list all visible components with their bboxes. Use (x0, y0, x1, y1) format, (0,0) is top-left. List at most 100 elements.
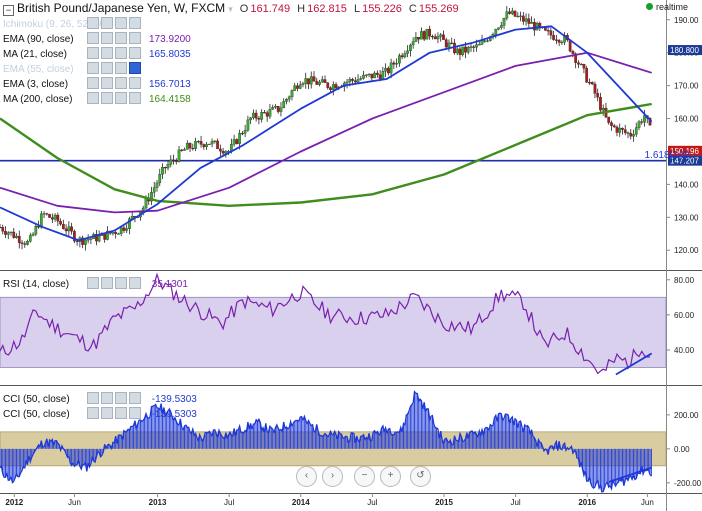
cci-legend-label: CCI (50, close) (3, 409, 70, 420)
settings-icon[interactable] (101, 32, 113, 44)
candle-body (252, 112, 255, 118)
scroll-right-button[interactable]: › (322, 466, 343, 487)
status-dot-icon (645, 3, 653, 10)
candle-body (425, 28, 429, 40)
close-label: C (408, 3, 417, 15)
candle-body (439, 34, 443, 37)
indicator-legend-label: EMA (90, close) (3, 34, 74, 45)
candle-body (45, 213, 49, 215)
reset-view-button[interactable]: ↺ (410, 466, 431, 487)
indicator-legend[interactable]: Ichimoku (9, 26, 52, 26) (3, 17, 149, 31)
candle-body (458, 48, 462, 55)
candle-body (180, 149, 184, 151)
indicator-legend[interactable]: MA (200, close) 164.4158 (3, 92, 191, 106)
eye-icon[interactable] (87, 77, 99, 89)
chart-header: − British Pound/Japanese Yen, W, FXCM ▾ O… (3, 1, 459, 16)
candle-body (249, 117, 252, 121)
settings-icon[interactable] (101, 77, 113, 89)
settings-icon[interactable] (101, 392, 113, 404)
candle-body (1, 227, 5, 232)
lock-icon[interactable] (115, 62, 127, 74)
close-icon[interactable] (129, 32, 141, 44)
candle-body (296, 85, 299, 89)
eye-icon[interactable] (87, 392, 99, 404)
eye-icon[interactable] (87, 92, 99, 104)
candle-body (128, 218, 131, 229)
candle-body (621, 127, 624, 130)
candle-body (12, 231, 16, 238)
candle-body (75, 240, 79, 242)
candle-body (155, 182, 159, 188)
close-icon[interactable] (129, 407, 141, 419)
candle-body (475, 44, 478, 48)
settings-icon[interactable] (101, 277, 113, 289)
candle-body (442, 34, 445, 40)
cci-legend-2[interactable]: CCI (50, close) -139.5303 (3, 407, 197, 421)
settings-icon[interactable] (101, 92, 113, 104)
eye-icon[interactable] (87, 47, 99, 59)
candle-body (345, 81, 349, 84)
lock-icon[interactable] (115, 77, 127, 89)
candle-body (298, 84, 302, 89)
collapse-icon[interactable]: − (3, 5, 14, 16)
rsi-band (0, 296, 667, 368)
eye-icon[interactable] (87, 277, 99, 289)
settings-icon[interactable] (101, 407, 113, 419)
candle-body (17, 235, 21, 243)
candle-body (117, 233, 120, 235)
lock-icon[interactable] (115, 32, 127, 44)
close-icon[interactable] (129, 277, 141, 289)
candle-body (331, 84, 335, 90)
settings-icon[interactable] (101, 62, 113, 74)
candle-body (629, 133, 633, 137)
y-tick-label: 130.00 (674, 213, 699, 222)
close-icon[interactable] (129, 392, 141, 404)
zoom-in-button[interactable]: + (380, 466, 401, 487)
candle-body (599, 97, 602, 111)
candle-body (290, 90, 294, 98)
eye-icon[interactable] (87, 17, 99, 29)
close-icon[interactable] (129, 92, 141, 104)
eye-icon[interactable] (87, 32, 99, 44)
candle-body (202, 144, 206, 148)
zoom-out-button[interactable]: − (354, 466, 375, 487)
indicator-legend[interactable]: EMA (55, close) (3, 62, 149, 76)
candle-body (323, 79, 327, 83)
candle-body (221, 150, 225, 154)
rsi-legend[interactable]: RSI (14, close) 35.1301 (3, 277, 188, 291)
y-tick-label: 60.00 (674, 311, 695, 320)
indicator-legend[interactable]: EMA (90, close) 173.9200 (3, 32, 191, 46)
candle-body (34, 225, 38, 235)
close-icon[interactable] (129, 17, 141, 29)
close-icon[interactable] (129, 47, 141, 59)
close-icon[interactable] (129, 77, 141, 89)
lock-icon[interactable] (115, 392, 127, 404)
settings-icon[interactable] (101, 47, 113, 59)
indicator-legend[interactable]: EMA (3, close) 156.7013 (3, 77, 191, 91)
eye-icon[interactable] (87, 407, 99, 419)
indicator-legend[interactable]: MA (21, close) 165.8035 (3, 47, 191, 61)
candle-body (502, 17, 506, 26)
cci-legend-1[interactable]: CCI (50, close) -139.5303 (3, 392, 197, 406)
candle-body (268, 109, 272, 117)
candle-body (174, 160, 178, 162)
dropdown-icon[interactable]: ▾ (228, 4, 233, 14)
indicator-legend-value: 156.7013 (149, 79, 191, 90)
lock-icon[interactable] (115, 92, 127, 104)
lock-icon[interactable] (115, 407, 127, 419)
candle-body (571, 51, 575, 54)
settings-icon[interactable] (101, 17, 113, 29)
eye-icon[interactable] (87, 62, 99, 74)
scroll-left-button[interactable]: ‹ (296, 466, 317, 487)
lock-icon[interactable] (115, 277, 127, 289)
candle-body (519, 15, 522, 17)
candle-body (199, 141, 203, 145)
close-icon[interactable] (129, 62, 141, 74)
candle-body (483, 40, 487, 42)
candle-body (409, 44, 412, 52)
candle-body (152, 187, 156, 193)
candle-body (169, 159, 173, 165)
lock-icon[interactable] (115, 17, 127, 29)
lock-icon[interactable] (115, 47, 127, 59)
